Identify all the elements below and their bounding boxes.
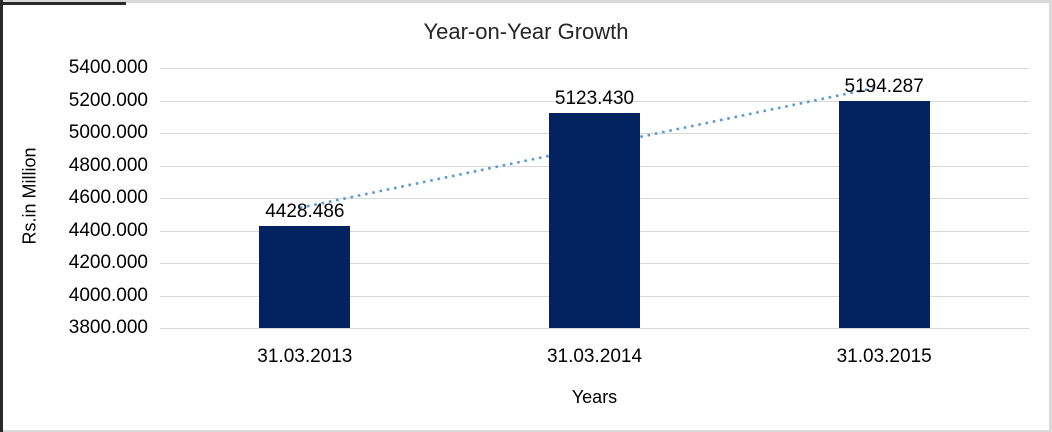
window-edge-left	[0, 0, 3, 432]
window-edge-top-left	[0, 2, 126, 5]
trendline[interactable]	[299, 86, 878, 210]
y-axis-tick-label: 5400.000	[68, 57, 148, 78]
y-axis-tick-label: 4000.000	[68, 284, 148, 306]
frame-border-bottom	[0, 430, 1052, 432]
y-axis-tick-label: 5200.000	[68, 89, 148, 111]
bar-31.03.2015[interactable]	[838, 101, 930, 328]
x-axis-category-label: 31.03.2013	[257, 346, 353, 367]
y-axis-tick-label: 4400.000	[68, 219, 148, 241]
bar-31.03.2013[interactable]	[259, 225, 351, 328]
frame-border-right	[1049, 0, 1052, 432]
y-axis-tick-label: 5000.000	[68, 122, 148, 143]
y-axis-tick-label: 4200.000	[68, 252, 148, 273]
bar-value-label: 5123.430	[554, 87, 635, 109]
y-axis-tick-label: 4800.000	[68, 154, 148, 176]
frame-border-top	[0, 0, 1052, 3]
y-axis-tick-label: 4600.000	[68, 187, 148, 208]
x-axis-title: Years	[571, 387, 618, 407]
gridline	[160, 100, 1029, 102]
y-axis-tick-label: 3800.000	[68, 317, 148, 338]
bar-value-label: 5194.287	[844, 76, 924, 98]
bar-31.03.2014[interactable]	[549, 112, 640, 328]
bar-value-label: 4428.486	[265, 200, 345, 222]
x-axis-category-label: 31.03.2015	[836, 346, 932, 367]
trendline-layer	[299, 86, 878, 210]
gridline	[160, 68, 1029, 69]
gridline	[160, 328, 1029, 329]
chart-title: Year-on-Year Growth	[423, 19, 629, 44]
x-axis-category-label: 31.03.2014	[546, 346, 643, 367]
